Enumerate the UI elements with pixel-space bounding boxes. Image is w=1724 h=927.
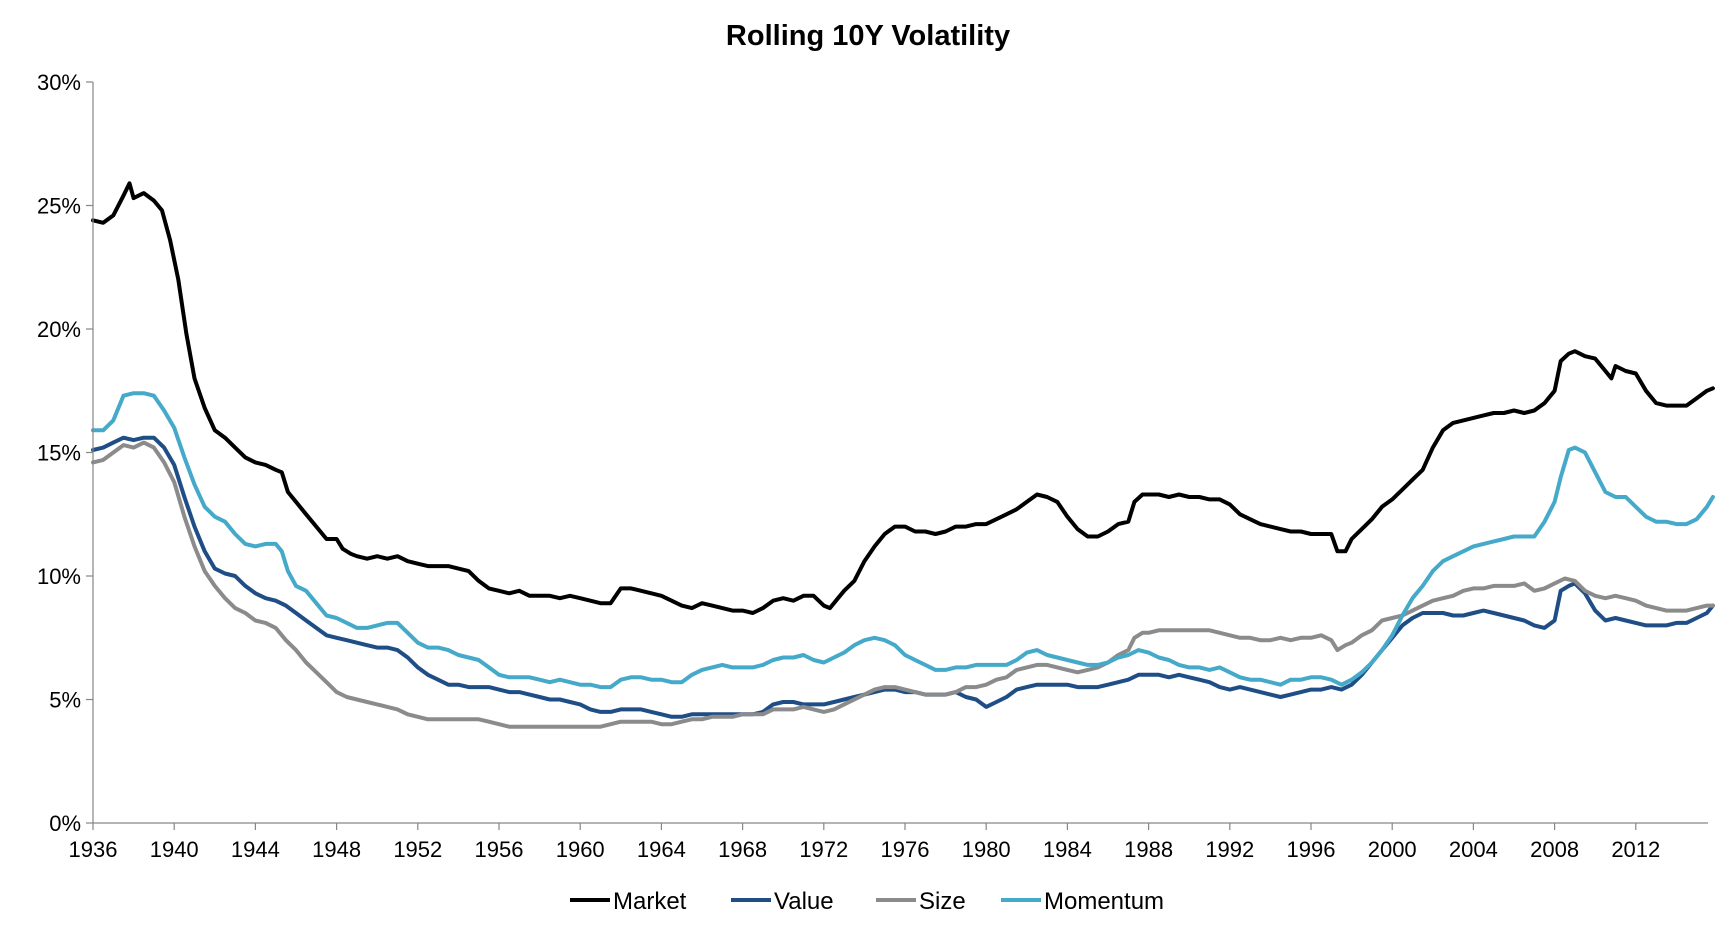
x-tick-label: 1976 xyxy=(881,837,930,862)
x-tick-label: 1964 xyxy=(637,837,686,862)
legend-label-value: Value xyxy=(774,888,834,915)
x-tick-label: 1940 xyxy=(150,837,199,862)
legend-label-size: Size xyxy=(919,888,966,915)
x-tick-label: 1960 xyxy=(556,837,605,862)
series-line-size xyxy=(91,440,1715,729)
x-axis-ticks: 1936 1940 1944 1948 1952 1956 1960 1964 1968 1972… xyxy=(69,823,1660,862)
legend: Market Value Size Momentum xyxy=(570,888,1164,915)
y-tick-label: 5% xyxy=(49,688,81,713)
x-tick-label: 2012 xyxy=(1611,837,1660,862)
x-tick-label: 1948 xyxy=(312,837,361,862)
x-tick-label: 2004 xyxy=(1449,837,1498,862)
x-tick-label: 2008 xyxy=(1530,837,1579,862)
x-tick-label: 1996 xyxy=(1287,837,1336,862)
x-tick-label: 1956 xyxy=(475,837,524,862)
series-layer xyxy=(91,181,1715,729)
series-line-momentum xyxy=(91,391,1715,690)
x-tick-label: 1944 xyxy=(231,837,280,862)
y-tick-label: 10% xyxy=(37,564,81,589)
x-tick-label: 1988 xyxy=(1124,837,1173,862)
legend-label-momentum: Momentum xyxy=(1044,888,1164,915)
x-tick-label: 1972 xyxy=(799,837,848,862)
chart-title: Rolling 10Y Volatility xyxy=(726,20,1010,52)
series-line-value xyxy=(91,435,1715,719)
x-tick-label: 1984 xyxy=(1043,837,1092,862)
y-tick-label: 30% xyxy=(37,70,81,95)
y-tick-label: 15% xyxy=(37,441,81,466)
y-tick-label: 20% xyxy=(37,317,81,342)
x-tick-label: 1968 xyxy=(718,837,767,862)
legend-label-market: Market xyxy=(613,888,687,915)
series-line-market xyxy=(91,181,1715,615)
y-axis-ticks: 0% 5% 10% 15% 20% 25% 30% xyxy=(37,70,93,836)
x-tick-label: 1980 xyxy=(962,837,1011,862)
x-tick-label: 1952 xyxy=(393,837,442,862)
x-tick-label: 1992 xyxy=(1205,837,1254,862)
x-tick-label: 2000 xyxy=(1368,837,1417,862)
x-tick-label: 1936 xyxy=(69,837,118,862)
y-tick-label: 0% xyxy=(49,811,81,836)
y-tick-label: 25% xyxy=(37,194,81,219)
